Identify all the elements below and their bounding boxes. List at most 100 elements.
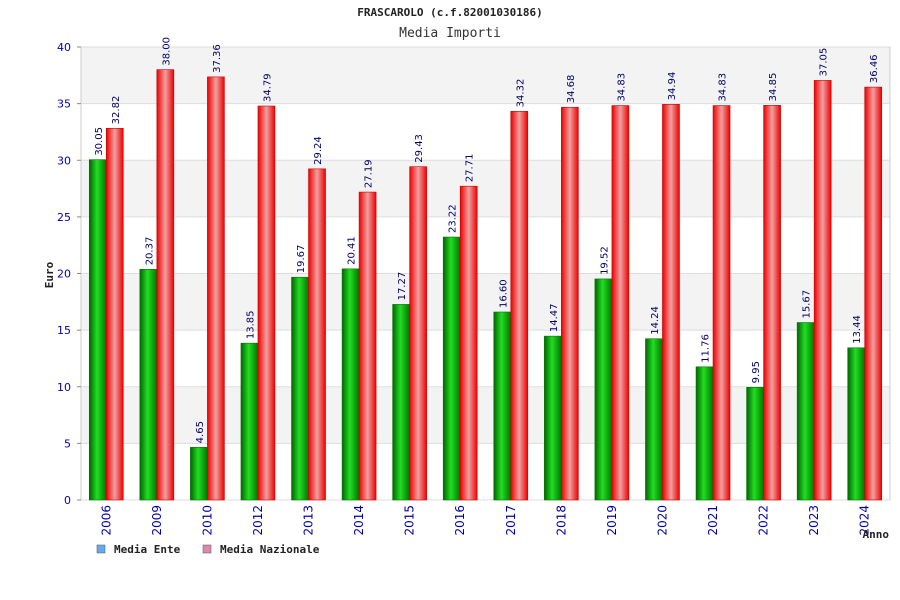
data-label: 19.52 — [599, 246, 610, 275]
bar-media-ente-2023 — [796, 322, 815, 501]
y-tick-label: 5 — [64, 437, 71, 450]
legend-label-media-ente: Media Ente — [114, 543, 181, 556]
data-label: 16.60 — [498, 279, 509, 308]
bar-media-nazionale-2009 — [156, 69, 175, 501]
bars — [88, 69, 883, 501]
bar-media-ente-2010 — [190, 447, 208, 501]
x-tick-label: 2019 — [605, 505, 619, 536]
bar-media-ente-2016 — [442, 236, 461, 501]
bar-media-ente-2018 — [544, 335, 562, 501]
data-label: 34.94 — [667, 72, 678, 101]
bar-media-nazionale-2016 — [459, 185, 478, 501]
data-label: 4.65 — [195, 421, 206, 443]
data-labels: 30.05 32.82 20.37 38.00 4.65 37.36 13.85 34.79 1… — [94, 37, 880, 443]
data-label: 15.67 — [802, 290, 813, 319]
data-label: 38.00 — [161, 37, 172, 66]
bar-media-nazionale-2010 — [207, 76, 225, 501]
y-tick-label: 35 — [57, 98, 71, 111]
bar-media-nazionale-2017 — [510, 111, 529, 501]
bar-media-ente-2024 — [847, 347, 866, 501]
bar-media-nazionale-2013 — [308, 168, 326, 501]
data-label: 37.05 — [819, 48, 830, 77]
bar-media-ente-2017 — [493, 311, 512, 501]
bar-media-nazionale-2024 — [864, 86, 883, 501]
data-label: 30.05 — [94, 127, 105, 156]
data-label: 13.44 — [852, 315, 863, 344]
x-tick-label: 2013 — [302, 505, 316, 536]
bar-media-nazionale-2022 — [763, 105, 781, 501]
data-label: 14.47 — [549, 303, 560, 332]
bar-media-nazionale-2014 — [358, 191, 377, 501]
bar-media-nazionale-2023 — [813, 80, 832, 501]
data-label: 11.76 — [701, 334, 712, 363]
bar-media-ente-2009 — [139, 269, 158, 501]
y-tick-label: 40 — [57, 41, 71, 54]
chart-title: FRASCAROLO (c.f.82001030186) — [357, 6, 542, 19]
data-label: 9.95 — [751, 361, 762, 383]
legend-swatch-media-ente — [96, 544, 106, 554]
x-tick-label: 2006 — [99, 505, 113, 536]
data-label: 37.36 — [212, 44, 223, 73]
bar-media-ente-2021 — [695, 366, 714, 501]
chart-subtitle: Media Importi — [399, 26, 501, 41]
x-tick-label: 2024 — [858, 505, 872, 536]
data-label: 34.83 — [616, 73, 627, 102]
legend: Media Ente Media Nazionale — [96, 543, 320, 556]
y-axis-label: Euro — [43, 261, 56, 288]
bar-media-ente-2014 — [341, 268, 360, 501]
data-label: 34.68 — [566, 75, 577, 104]
x-axis-label: Anno — [863, 528, 890, 541]
bar-media-nazionale-2021 — [712, 105, 731, 501]
data-label: 32.82 — [111, 96, 122, 125]
data-label: 34.83 — [718, 73, 729, 102]
legend-label-media-nazionale: Media Nazionale — [220, 543, 320, 556]
x-tick-label: 2009 — [150, 505, 164, 536]
x-tick-label: 2010 — [200, 505, 214, 536]
y-tick-label: 15 — [57, 324, 71, 337]
y-tick-label: 0 — [64, 494, 71, 507]
x-tick-label: 2023 — [807, 505, 821, 536]
bar-media-nazionale-2012 — [257, 105, 276, 501]
data-label: 36.46 — [869, 54, 880, 83]
x-tick-label: 2015 — [403, 505, 417, 536]
data-label: 20.37 — [144, 237, 155, 266]
x-tick-label: 2017 — [504, 505, 518, 536]
bar-media-nazionale-2020 — [662, 104, 680, 501]
bar-media-ente-2013 — [291, 276, 309, 501]
data-label: 20.41 — [347, 236, 358, 265]
bar-media-ente-2019 — [594, 278, 613, 501]
y-tick-label: 20 — [57, 268, 71, 281]
x-tick-label: 2014 — [352, 505, 366, 536]
bar-media-nazionale-2019 — [611, 105, 630, 501]
x-tick-label: 2016 — [453, 505, 467, 536]
bar-media-ente-2015 — [392, 304, 410, 501]
data-label: 13.85 — [245, 311, 256, 340]
bar-media-ente-2022 — [746, 387, 764, 501]
data-label: 17.27 — [397, 272, 408, 301]
data-label: 34.85 — [768, 73, 779, 102]
bar-media-nazionale-2006 — [105, 128, 124, 501]
data-label: 29.43 — [414, 134, 425, 163]
data-label: 34.32 — [515, 79, 526, 108]
bar-media-ente-2020 — [645, 338, 663, 501]
data-label: 34.79 — [262, 73, 273, 102]
legend-swatch-media-nazionale — [202, 544, 212, 554]
bar-media-ente-2012 — [240, 342, 259, 501]
x-tick-label: 2012 — [251, 505, 265, 536]
data-label: 14.24 — [650, 306, 661, 335]
y-tick-label: 10 — [57, 381, 71, 394]
x-tick-label: 2020 — [655, 505, 669, 536]
x-tick-label: 2021 — [706, 505, 720, 536]
x-axis-ticks: 2006 2009 2010 2012 2013 2014 2015 2016 2017 2018… — [99, 505, 871, 536]
y-axis-ticks: 0 5 10 15 20 25 30 35 40 — [57, 41, 81, 507]
x-tick-label: 2018 — [554, 505, 568, 536]
data-label: 29.24 — [313, 136, 324, 165]
data-label: 23.22 — [448, 204, 459, 233]
bar-media-nazionale-2018 — [561, 106, 579, 501]
y-tick-label: 25 — [57, 211, 71, 224]
data-label: 19.67 — [296, 245, 307, 274]
bar-media-nazionale-2015 — [409, 166, 427, 501]
y-tick-label: 30 — [57, 154, 71, 167]
bar-media-ente-2006 — [88, 159, 107, 501]
data-label: 27.19 — [364, 159, 375, 188]
